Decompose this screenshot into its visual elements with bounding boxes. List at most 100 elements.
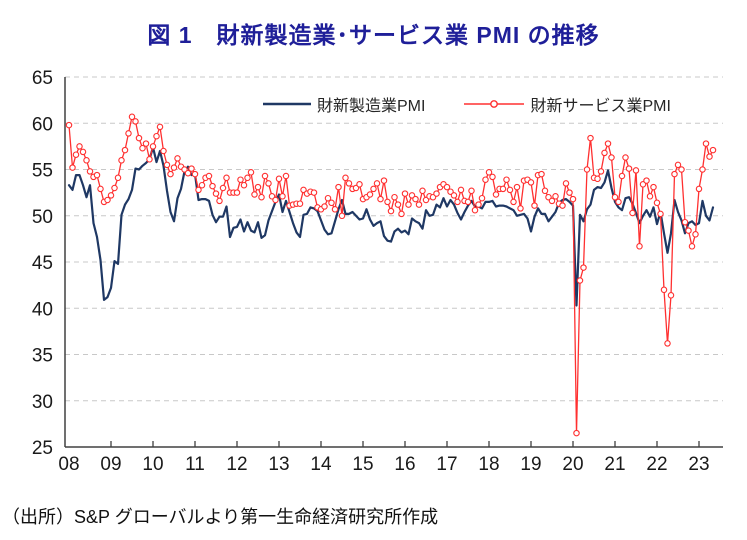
y-tick-label: 55 [32, 161, 53, 182]
services-marker [562, 180, 570, 187]
services-marker [265, 180, 272, 187]
services-marker [209, 182, 216, 190]
services-marker [401, 190, 409, 197]
x-tick-label: 11 [185, 454, 205, 475]
services-marker [454, 198, 461, 206]
services-marker [261, 172, 269, 180]
services-marker [324, 194, 332, 202]
services-marker [135, 134, 143, 142]
services-marker [569, 195, 577, 203]
x-tick-label: 08 [58, 454, 79, 475]
services-marker [412, 195, 419, 203]
services-marker [706, 153, 713, 160]
services-marker [674, 161, 682, 169]
x-tick-label: 12 [226, 454, 247, 475]
services-marker [121, 146, 129, 154]
services-marker [72, 151, 80, 158]
services-marker [174, 155, 181, 162]
services-marker [538, 170, 545, 178]
services-marker [415, 201, 423, 208]
x-tick-label: 09 [100, 454, 121, 475]
services-marker [471, 206, 479, 214]
y-tick-label: 45 [32, 253, 53, 274]
services-marker [279, 193, 286, 200]
services-marker [548, 197, 556, 205]
services-marker [104, 196, 111, 204]
services-marker [583, 166, 591, 173]
services-marker [636, 243, 643, 250]
services-marker [198, 181, 206, 189]
services-marker [244, 174, 251, 182]
services-marker [111, 184, 118, 192]
services-marker [580, 264, 587, 271]
services-marker [552, 193, 559, 200]
x-tick-label: 22 [646, 454, 667, 475]
services-marker [310, 189, 318, 196]
services-marker [457, 186, 465, 194]
services-marker [506, 186, 514, 194]
y-tick-label: 65 [32, 68, 53, 89]
legend-label-manufacturing: 財新製造業PMI [317, 98, 426, 115]
services-marker [604, 140, 612, 147]
services-marker [688, 243, 696, 250]
services-marker [76, 143, 83, 150]
services-marker [660, 286, 668, 294]
services-marker [601, 149, 608, 157]
services-marker [433, 190, 440, 197]
services-marker [632, 167, 640, 174]
services-marker [356, 181, 363, 188]
services-marker [695, 185, 703, 193]
x-tick-label: 19 [520, 454, 541, 475]
services-marker [629, 209, 636, 217]
services-marker [191, 170, 199, 178]
services-marker [443, 183, 451, 191]
services-marker [387, 207, 395, 215]
services-marker [653, 199, 661, 207]
services-marker [517, 205, 524, 212]
services-marker [170, 164, 178, 171]
services-marker [587, 134, 594, 142]
legend: 財新製造業PMI 財新サービス業PMI [262, 92, 671, 116]
services-marker [597, 168, 605, 175]
services-marker [370, 185, 377, 193]
services-marker [702, 140, 710, 147]
x-tick-label: 18 [478, 454, 499, 475]
x-tick-label: 23 [688, 454, 709, 475]
x-tick-label: 13 [268, 454, 289, 475]
services-marker [611, 193, 619, 201]
services-marker [566, 189, 573, 196]
services-marker [146, 156, 153, 163]
services-marker [527, 179, 535, 186]
services-marker [160, 147, 167, 155]
services-marker [139, 144, 146, 152]
x-tick-label: 17 [436, 454, 457, 475]
manufacturing-line-sample [263, 102, 311, 106]
services-marker [125, 130, 132, 137]
services-marker [671, 170, 678, 178]
services-marker [513, 183, 521, 191]
services-marker [149, 143, 157, 150]
services-marker [492, 191, 500, 198]
services-marker [83, 157, 90, 164]
services-marker [468, 187, 475, 195]
services-marker [93, 171, 101, 179]
services-marker [296, 200, 304, 207]
services-marker [188, 165, 195, 172]
y-tick-label: 35 [32, 346, 53, 367]
services-marker [510, 198, 517, 206]
legend-label-services: 財新サービス業PMI [530, 98, 671, 115]
services-marker [97, 185, 104, 193]
services-marker [132, 118, 139, 125]
services-marker [345, 180, 353, 187]
services-marker [153, 132, 160, 140]
services-marker [233, 189, 241, 196]
services-marker [380, 177, 388, 184]
services-marker [667, 292, 675, 299]
services-marker [167, 170, 174, 178]
services-marker [237, 176, 244, 183]
y-tick-label: 40 [32, 299, 53, 320]
services-marker [618, 172, 626, 180]
services-marker [366, 191, 374, 198]
x-tick-label: 14 [310, 454, 332, 475]
